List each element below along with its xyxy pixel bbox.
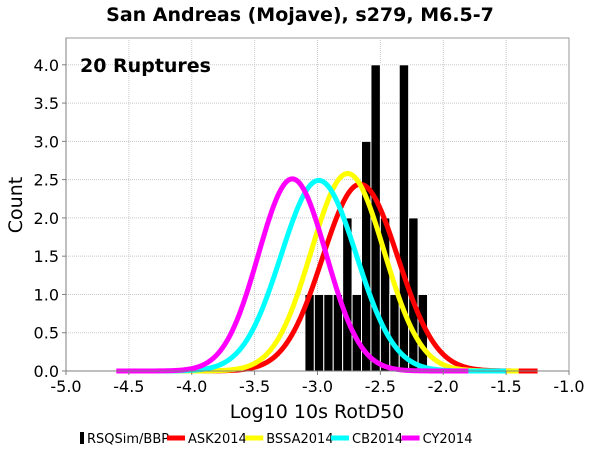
y-tick-label: 4.0 bbox=[34, 56, 59, 75]
y-tick-label: 1.0 bbox=[34, 285, 59, 304]
y-tick-label: 2.0 bbox=[34, 209, 59, 228]
y-tick-label: 3.5 bbox=[34, 94, 59, 113]
legend-swatch-histogram bbox=[80, 432, 84, 444]
y-axis-label: Count bbox=[5, 177, 27, 233]
x-tick-label: -1.0 bbox=[553, 377, 584, 396]
histogram-bar bbox=[323, 293, 334, 372]
legend-label: CY2014 bbox=[423, 432, 473, 447]
histogram-bar bbox=[389, 293, 400, 372]
legend-label: RSQSim/BBP bbox=[87, 432, 169, 447]
y-tick-label: 2.5 bbox=[34, 171, 59, 190]
legend-label: ASK2014 bbox=[188, 432, 247, 447]
x-tick-label: -3.5 bbox=[239, 377, 270, 396]
histogram-bar bbox=[313, 293, 325, 372]
histogram-bar bbox=[361, 140, 372, 372]
legend: RSQSim/BBP ASK2014 BSSA2014 CB2014 CY2014 bbox=[80, 432, 472, 447]
y-tick-label: 1.5 bbox=[34, 247, 59, 266]
y-tick-label: 0.0 bbox=[34, 362, 59, 381]
legend-label: CB2014 bbox=[352, 432, 403, 447]
y-tick-label: 3.0 bbox=[34, 132, 59, 151]
legend-label: BSSA2014 bbox=[266, 432, 333, 447]
y-tick-label: 0.5 bbox=[34, 324, 59, 343]
chart-title: San Andreas (Mojave), s279, M6.5-7 bbox=[106, 4, 494, 26]
x-tick-label: -2.5 bbox=[365, 377, 396, 396]
x-tick-label: -4.5 bbox=[113, 377, 144, 396]
x-tick-label: -4.0 bbox=[176, 377, 207, 396]
rupture-count-annotation: 20 Ruptures bbox=[80, 55, 211, 77]
axes: -5.0 -4.5 -4.0 -3.5 -3.0 -2.5 -2.0 -1.5 -1.0 0.0 0… bbox=[34, 38, 585, 396]
x-tick-label: -1.5 bbox=[491, 377, 522, 396]
x-tick-label: -3.0 bbox=[302, 377, 333, 396]
x-axis-label: Log10 10s RotD50 bbox=[230, 401, 405, 423]
histogram bbox=[304, 64, 429, 372]
x-tick-label: -2.0 bbox=[428, 377, 459, 396]
x-tick-label: -5.0 bbox=[50, 377, 81, 396]
